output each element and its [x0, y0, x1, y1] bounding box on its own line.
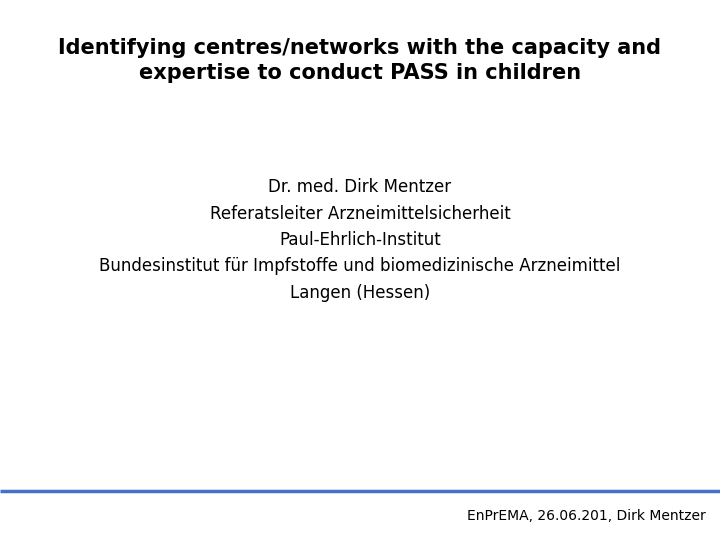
Text: Identifying centres/networks with the capacity and
expertise to conduct PASS in : Identifying centres/networks with the ca… — [58, 38, 662, 83]
Text: Dr. med. Dirk Mentzer
Referatsleiter Arzneimittelsicherheit
Paul-Ehrlich-Institu: Dr. med. Dirk Mentzer Referatsleiter Arz… — [99, 178, 621, 302]
Text: EnPrEMA, 26.06.201, Dirk Mentzer: EnPrEMA, 26.06.201, Dirk Mentzer — [467, 509, 706, 523]
